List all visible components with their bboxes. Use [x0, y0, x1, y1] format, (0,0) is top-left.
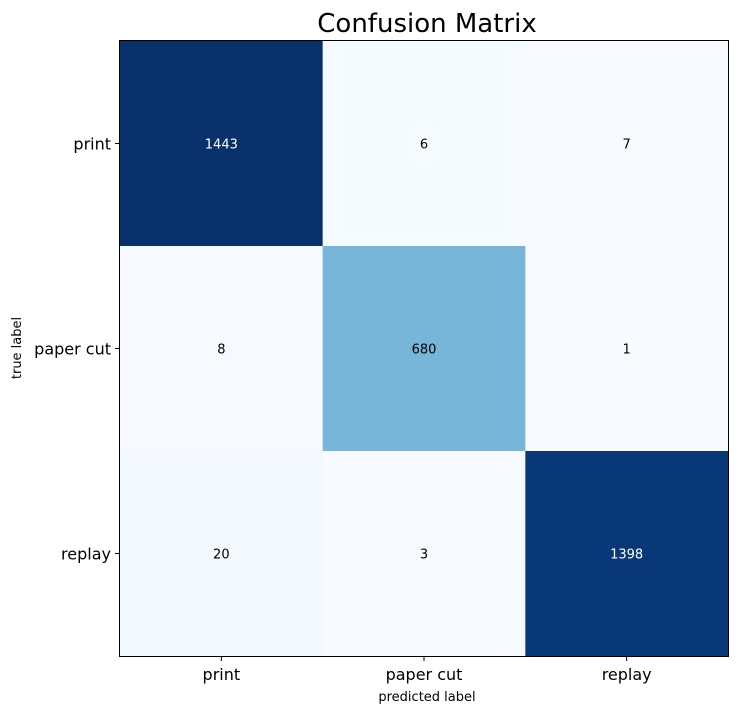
- cell-value-label: 8: [217, 343, 225, 358]
- cell-value-label: 7: [623, 138, 631, 153]
- y-axis-label: true label: [10, 317, 25, 379]
- y-tick-label: replay: [61, 545, 111, 564]
- x-tick-label: paper cut: [386, 665, 463, 684]
- cell-value-label: 3: [420, 548, 428, 563]
- cell-value-label: 1398: [610, 548, 643, 563]
- heatmap-cell: [120, 41, 324, 247]
- x-tick-labels: print paper cut replay: [203, 665, 652, 684]
- heatmap-cell: [120, 246, 324, 452]
- heatmap-cells: [120, 41, 729, 657]
- heatmap-cell: [120, 451, 324, 657]
- heatmap-cell: [322, 246, 526, 452]
- heatmap-cell: [322, 451, 526, 657]
- heatmap-cell: [525, 41, 729, 247]
- axis-ticks: [115, 143, 628, 661]
- x-axis-label: predicted label: [378, 690, 475, 705]
- heatmap-cell-labels: 1443 6 7 8 680 1 20 3 1398: [205, 138, 643, 563]
- cell-value-label: 1443: [205, 138, 238, 153]
- chart-title: Confusion Matrix: [317, 9, 536, 39]
- y-tick-label: paper cut: [34, 340, 111, 359]
- x-tick-label: print: [203, 665, 241, 684]
- heatmap-cell: [322, 41, 526, 247]
- cell-value-label: 20: [213, 548, 230, 563]
- heatmap-cell: [525, 451, 729, 657]
- y-tick-label: print: [73, 135, 111, 154]
- y-tick-labels: print paper cut replay: [34, 135, 111, 564]
- cell-value-label: 6: [420, 138, 428, 153]
- x-tick-label: replay: [602, 665, 652, 684]
- heatmap-cell: [525, 246, 729, 452]
- cell-value-label: 1: [623, 343, 631, 358]
- cell-value-label: 680: [412, 343, 437, 358]
